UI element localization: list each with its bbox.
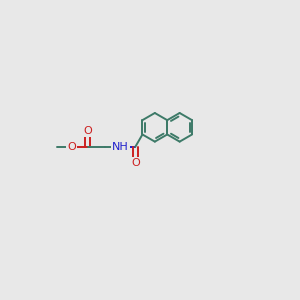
Text: O: O <box>83 126 92 136</box>
Text: NH: NH <box>112 142 129 152</box>
Text: O: O <box>68 142 76 152</box>
Text: O: O <box>131 158 140 168</box>
